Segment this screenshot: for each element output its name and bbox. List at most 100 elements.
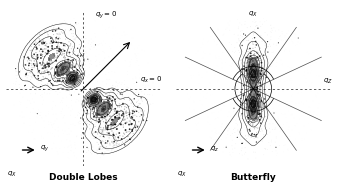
Point xyxy=(184,105,189,108)
Point xyxy=(250,60,256,63)
Point xyxy=(54,87,60,90)
Point xyxy=(112,144,117,147)
Point xyxy=(115,139,120,143)
Point xyxy=(26,67,31,70)
Point xyxy=(246,59,251,62)
Point xyxy=(32,74,37,77)
Point xyxy=(45,31,50,34)
Point xyxy=(260,106,265,109)
Point xyxy=(107,105,113,108)
Point xyxy=(52,135,57,138)
Point xyxy=(123,139,128,143)
Point xyxy=(241,94,246,97)
Point xyxy=(98,97,104,100)
Point xyxy=(41,40,46,43)
Point xyxy=(89,149,95,152)
Point xyxy=(24,76,30,79)
Point xyxy=(69,94,74,97)
Point xyxy=(53,36,59,39)
Point xyxy=(81,149,86,152)
Point xyxy=(292,33,298,36)
Point xyxy=(268,30,273,33)
Point xyxy=(285,128,291,131)
Point xyxy=(95,80,100,83)
Point xyxy=(132,114,138,117)
Point xyxy=(267,43,272,46)
Point xyxy=(255,126,261,129)
Point xyxy=(253,90,259,93)
Point xyxy=(246,128,252,131)
Point xyxy=(253,57,258,60)
Point xyxy=(63,21,68,24)
Point xyxy=(26,131,31,134)
Point xyxy=(115,104,120,107)
Point xyxy=(71,87,77,90)
Point xyxy=(132,52,137,55)
Point xyxy=(294,86,300,89)
Point xyxy=(49,123,54,126)
Point xyxy=(316,107,321,110)
Point xyxy=(93,92,98,95)
Point xyxy=(245,48,251,51)
Point xyxy=(60,77,65,80)
Point xyxy=(47,79,53,82)
Point xyxy=(54,41,59,44)
Point xyxy=(126,47,131,50)
Point xyxy=(89,41,95,44)
Point xyxy=(253,76,258,79)
Point xyxy=(65,82,71,85)
Point xyxy=(62,122,68,125)
Point xyxy=(237,21,242,24)
Point xyxy=(151,86,157,89)
Point xyxy=(32,137,38,140)
Point xyxy=(122,108,127,111)
Point xyxy=(124,117,130,120)
Point xyxy=(124,86,130,89)
Point xyxy=(209,112,215,115)
Point xyxy=(257,93,262,96)
Point xyxy=(232,51,237,54)
Point xyxy=(252,86,257,89)
Point xyxy=(32,43,38,46)
Point xyxy=(120,102,126,105)
Point xyxy=(85,58,91,61)
Point xyxy=(120,101,126,105)
Point xyxy=(43,114,49,117)
Point xyxy=(248,101,254,105)
Point xyxy=(241,84,246,87)
Point xyxy=(75,68,80,71)
Point xyxy=(114,81,119,84)
Point xyxy=(79,67,84,70)
Point xyxy=(33,89,39,92)
Point xyxy=(49,59,54,62)
Point xyxy=(236,115,242,119)
Point xyxy=(277,144,282,147)
Point xyxy=(76,79,82,82)
Point xyxy=(72,143,78,146)
Point xyxy=(265,57,270,60)
Point xyxy=(98,97,103,100)
Point xyxy=(265,69,271,72)
Point xyxy=(124,130,130,133)
Point xyxy=(116,112,122,115)
Point xyxy=(72,71,78,74)
Point xyxy=(92,110,97,113)
Point xyxy=(306,85,312,88)
Point xyxy=(283,116,289,119)
Point xyxy=(84,109,90,112)
Point xyxy=(280,64,285,67)
Point xyxy=(68,43,73,46)
Point xyxy=(220,122,225,125)
Point xyxy=(215,43,220,46)
Point xyxy=(16,83,22,86)
Point xyxy=(227,20,233,23)
Point xyxy=(304,51,310,54)
Point xyxy=(85,118,90,121)
Point xyxy=(108,47,113,50)
Point xyxy=(250,65,255,68)
Point xyxy=(276,117,281,120)
Point xyxy=(42,44,48,47)
Point xyxy=(230,50,235,53)
Point xyxy=(122,98,127,101)
Point xyxy=(261,90,267,93)
